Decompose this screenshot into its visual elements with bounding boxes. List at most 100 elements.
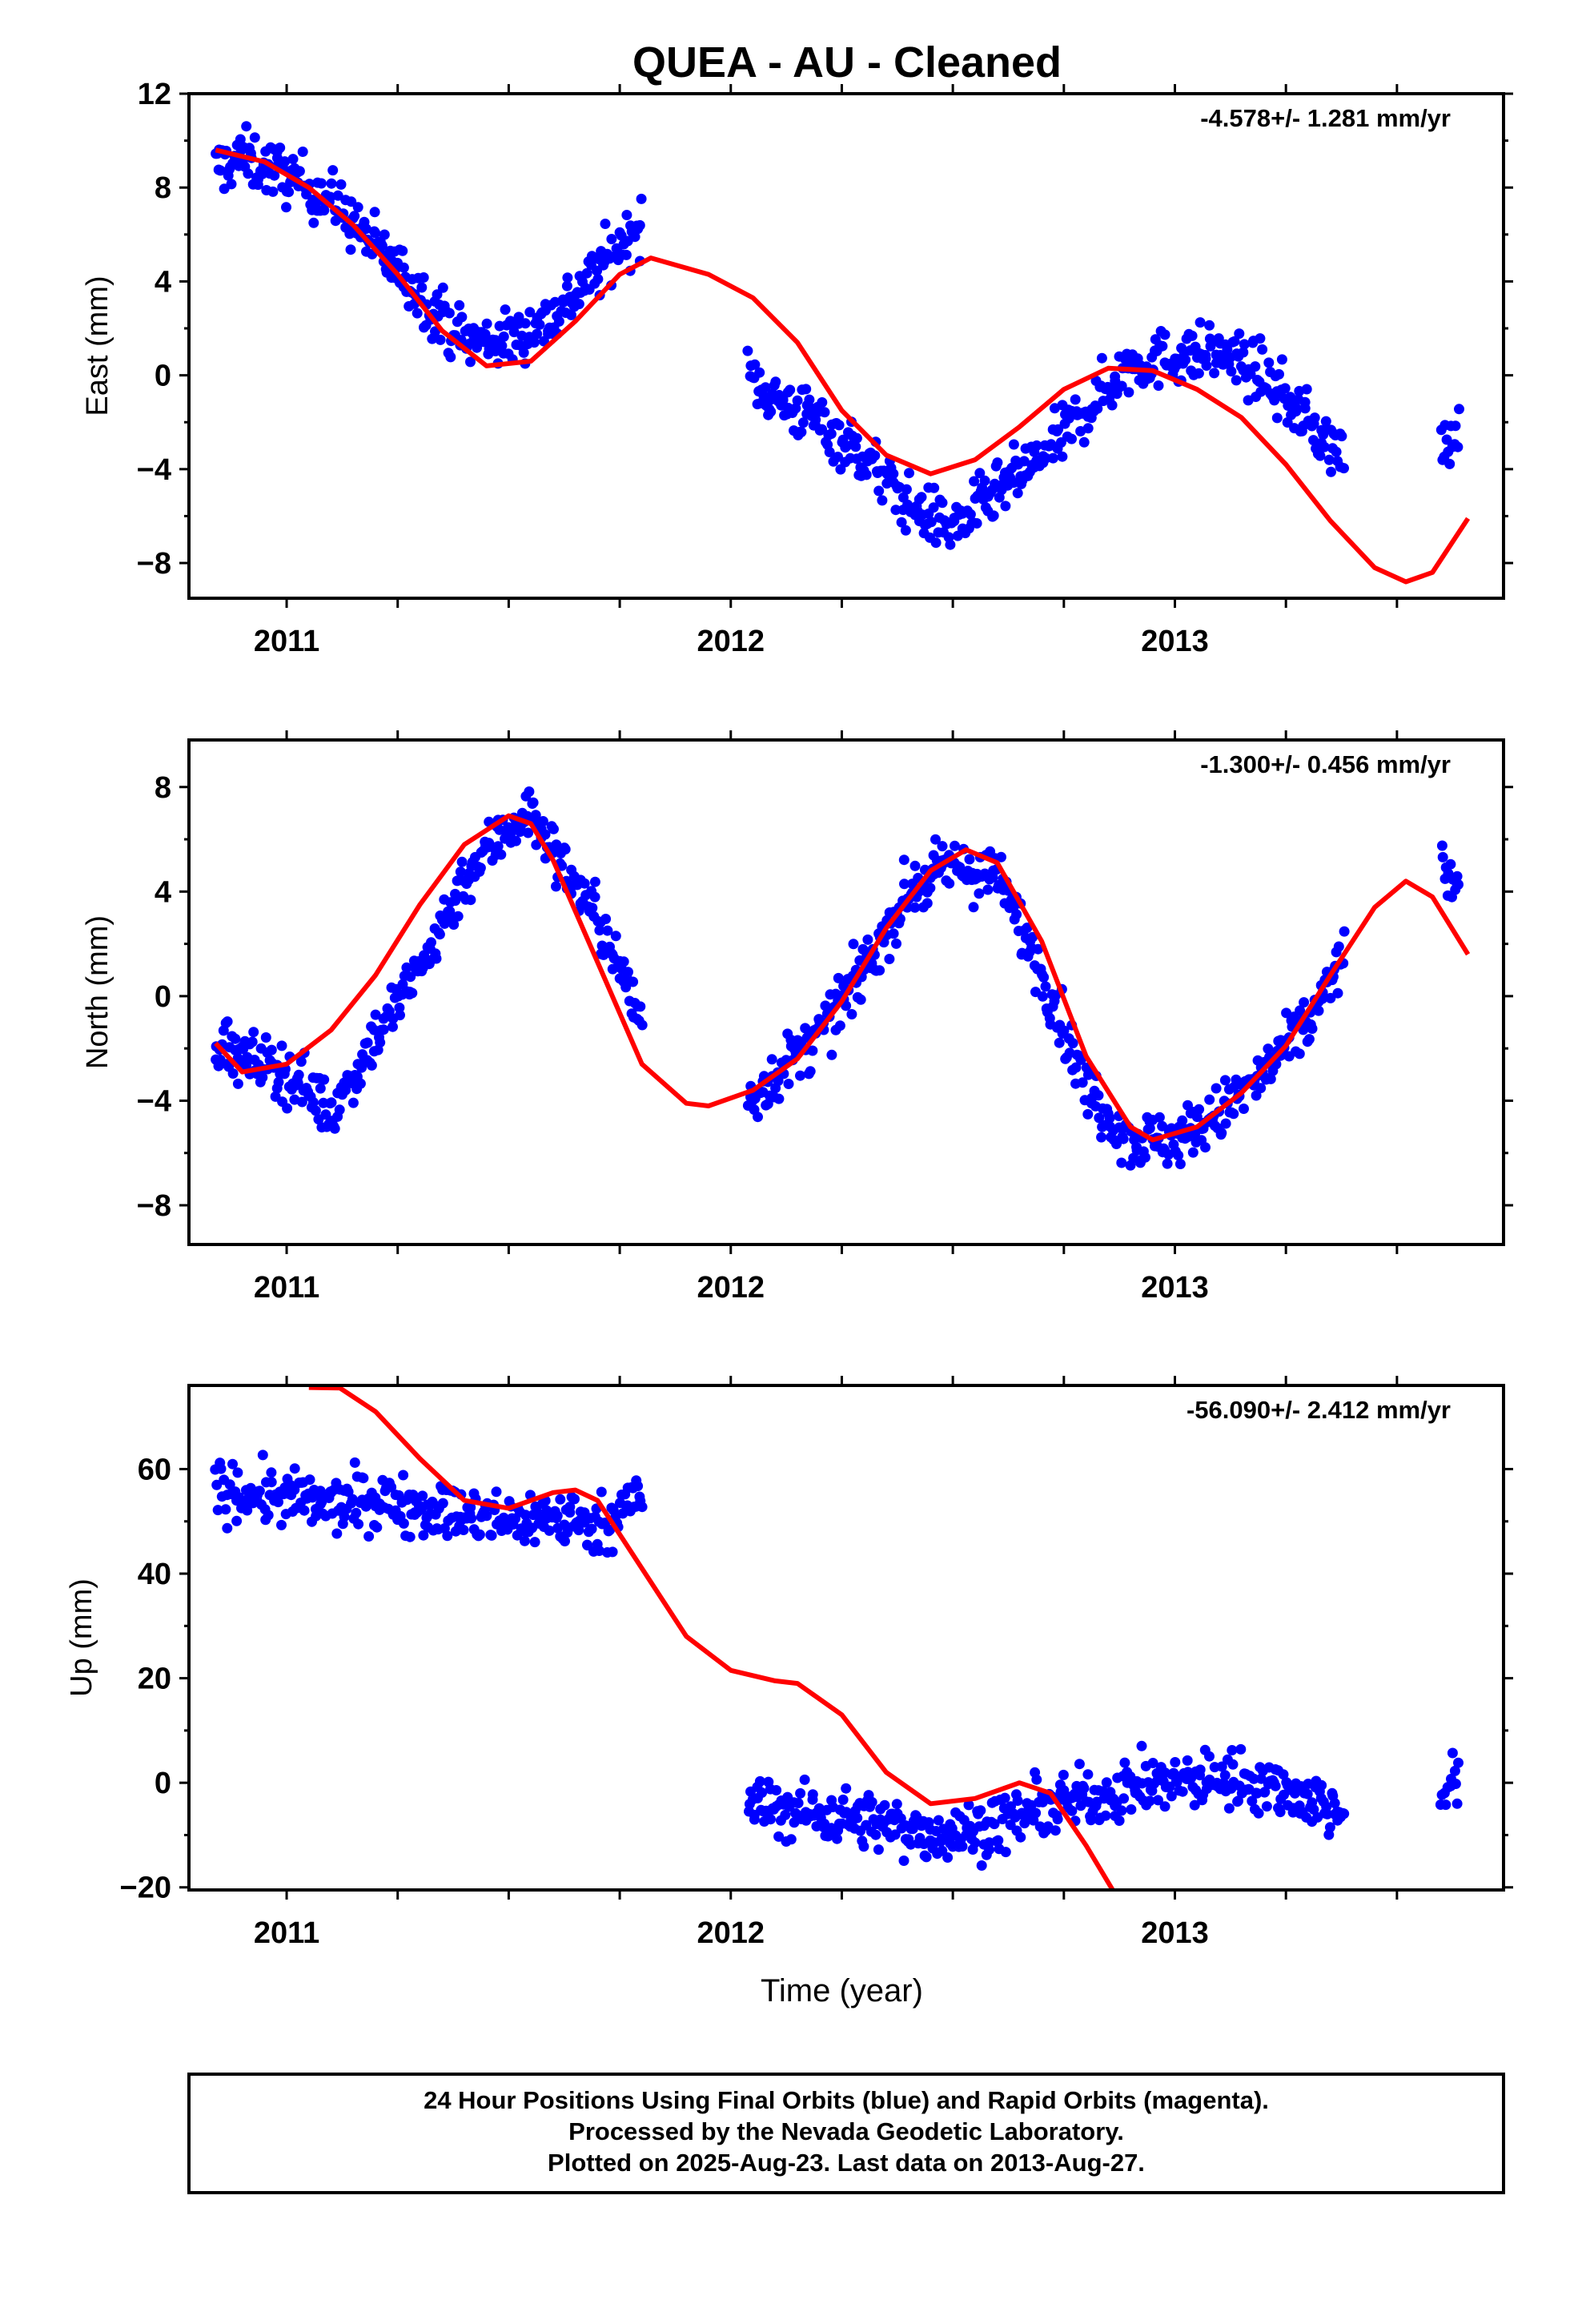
east-point [1279,383,1291,394]
footer-line-2: Processed by the Nevada Geodetic Laborat… [568,2117,1124,2145]
north-panel: −8 −4 0 4 8 2011 2012 2013 North (mm) -1.300+/- 0… [81,730,1513,1305]
east-point [581,267,592,279]
east-xtick-label: 2013 [1141,625,1209,658]
north-point [1094,1112,1105,1124]
up-point [942,1852,954,1863]
up-point [773,1831,785,1842]
up-frame [187,1384,1505,1892]
east-rate-label: -4.578+/- 1.281 mm/yr [1200,104,1451,132]
north-point [1452,870,1463,882]
up-point [1316,1779,1327,1791]
east-point [379,229,390,240]
north-point [551,839,562,850]
east-point [1096,352,1107,364]
east-point [1018,456,1030,467]
up-point [519,1535,530,1546]
east-point [765,406,777,417]
north-point [1027,931,1038,943]
east-point [397,245,408,256]
north-point [319,1074,330,1085]
north-point [1216,1128,1227,1139]
up-point [765,1814,776,1825]
north-point [762,1099,773,1109]
east-point [1031,440,1042,451]
up-point [474,1529,485,1540]
up-point [1227,1745,1238,1755]
north-point [426,937,436,948]
east-point [435,334,446,345]
north-point [362,1037,373,1048]
up-point [1255,1773,1267,1784]
east-point [437,282,448,293]
north-point [579,878,590,889]
up-point [1219,1770,1231,1781]
north-point [773,1093,785,1104]
up-point [458,1525,469,1535]
north-point [753,1112,763,1123]
north-point [1118,1133,1129,1144]
up-point [1116,1805,1127,1816]
north-point [1104,1112,1115,1124]
east-point [1110,371,1121,382]
north-point [1281,1007,1292,1019]
north-point [1313,1005,1324,1016]
east-point [349,211,360,222]
east-point [1040,452,1051,464]
east-point [1153,380,1164,391]
east-point [896,517,907,528]
up-point [1447,1747,1458,1759]
east-fit-curve [215,147,1471,585]
up-point [1000,1847,1011,1858]
east-point [1193,368,1204,379]
east-point [1231,375,1242,386]
north-point [511,835,521,846]
east-point [1274,368,1284,380]
east-point [325,191,336,203]
up-point [984,1844,995,1856]
north-point [1067,1038,1078,1049]
east-point [456,312,468,323]
up-point [1101,1777,1112,1788]
north-point [636,1019,648,1031]
north-point [1038,971,1050,983]
up-point [1322,1808,1333,1819]
up-point [220,1504,231,1515]
up-point [1195,1764,1206,1775]
east-point [562,272,573,283]
up-point [398,1470,409,1481]
up-ytick-label: 0 [155,1767,171,1800]
east-point [326,178,337,189]
north-point [589,876,600,887]
north-point [1295,1005,1306,1016]
north-point [1070,1062,1082,1073]
north-point [982,884,994,895]
up-point [832,1833,842,1844]
up-point [299,1505,310,1516]
north-point [826,1049,837,1060]
east-point [1180,354,1191,365]
east-point [620,249,632,260]
north-point [307,1097,319,1108]
up-point [1118,1793,1130,1804]
north-point [773,1076,784,1087]
east-point [241,121,252,132]
east-point [890,505,901,516]
up-xtick-label: 2012 [697,1916,765,1950]
north-ytick-label: −4 [137,1084,171,1118]
east-point [1057,451,1068,462]
up-point [1440,1799,1452,1811]
up-point [304,1474,315,1486]
east-point [1229,336,1240,347]
north-data-points [211,786,1464,1171]
east-point [1066,433,1077,444]
east-point [1339,463,1349,474]
north-point [1445,858,1456,870]
up-point [837,1794,849,1805]
east-ytick-label: 8 [155,171,171,205]
up-point [1030,1807,1042,1819]
east-point [1255,333,1266,344]
up-point [289,1463,300,1474]
north-point [1228,1108,1239,1120]
up-point [879,1799,890,1811]
